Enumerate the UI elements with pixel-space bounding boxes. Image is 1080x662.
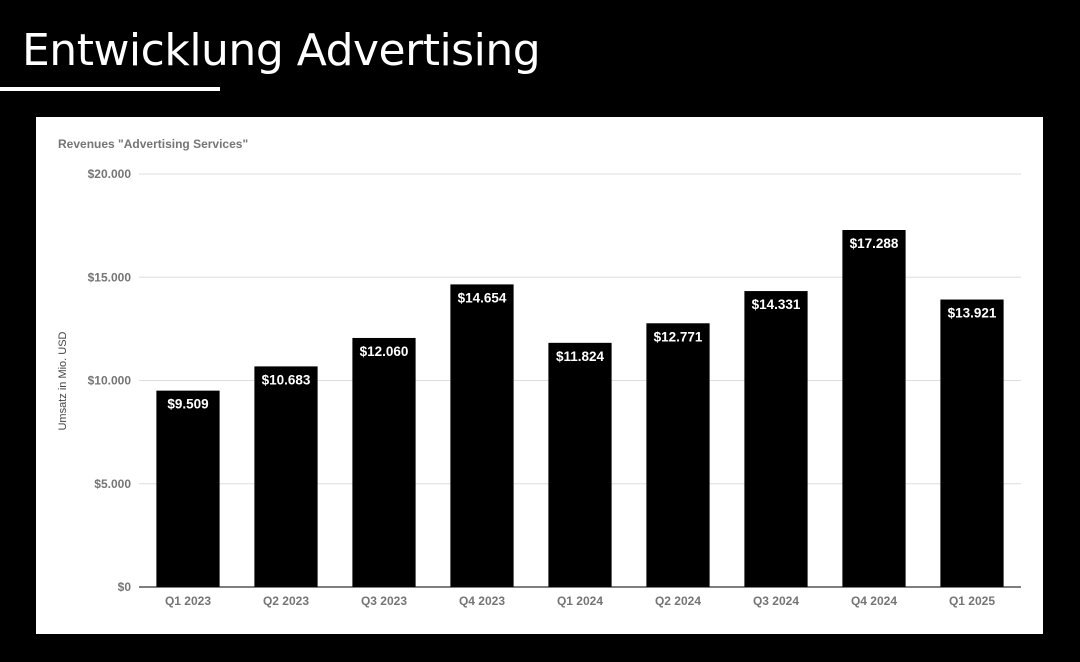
title-underline bbox=[0, 87, 220, 91]
bar-value-label: $13.921 bbox=[948, 306, 997, 321]
bar-chart: Revenues "Advertising Services" $0 $5.000… bbox=[57, 137, 1021, 608]
bar-value-label: $17.288 bbox=[850, 236, 899, 251]
bar-value-label: $12.060 bbox=[360, 344, 409, 359]
bar-value-label: $14.331 bbox=[752, 297, 801, 312]
y-tick-label: $5.000 bbox=[94, 477, 131, 491]
bar-q2-2024 bbox=[646, 323, 710, 587]
bar-value-label: $11.824 bbox=[556, 349, 605, 364]
bar-value-label: $9.509 bbox=[167, 397, 208, 412]
y-tick-label: $10.000 bbox=[88, 374, 132, 388]
bar-q1-2024 bbox=[548, 342, 612, 587]
bar-q3-2023 bbox=[352, 337, 416, 587]
x-tick-label: Q3 2024 bbox=[753, 594, 799, 608]
x-tick-label: Q3 2023 bbox=[361, 594, 407, 608]
bar-q1-2025 bbox=[940, 299, 1004, 587]
x-tick-label: Q1 2024 bbox=[557, 594, 603, 608]
chart-card: Revenues "Advertising Services" $0 $5.000… bbox=[36, 117, 1043, 634]
y-axis-ticks: $0 $5.000 $10.000 $15.000 $20.000 bbox=[88, 167, 132, 594]
slide-title: Entwicklung Advertising bbox=[22, 25, 541, 76]
x-tick-label: Q2 2023 bbox=[263, 594, 309, 608]
bars: $9.509 $10.683 $12.060 $14.654 $11.824 $12.77… bbox=[156, 230, 1004, 587]
chart-title: Revenues "Advertising Services" bbox=[58, 137, 248, 151]
x-tick-label: Q4 2024 bbox=[851, 594, 897, 608]
bar-q3-2024 bbox=[744, 291, 808, 587]
bar-q2-2023 bbox=[254, 366, 318, 587]
x-axis-ticks: Q1 2023 Q2 2023 Q3 2023 Q4 2023 Q1 2024 Q2 20… bbox=[165, 594, 995, 608]
bar-value-label: $12.771 bbox=[654, 329, 703, 344]
bar-value-label: $14.654 bbox=[458, 290, 507, 305]
x-tick-label: Q1 2025 bbox=[949, 594, 995, 608]
bar-q4-2023 bbox=[450, 284, 514, 587]
bar-value-label: $10.683 bbox=[262, 372, 311, 387]
y-axis-label: Umsatz in Mio. USD bbox=[57, 331, 69, 430]
x-tick-label: Q4 2023 bbox=[459, 594, 505, 608]
x-tick-label: Q1 2023 bbox=[165, 594, 211, 608]
bar-q1-2023 bbox=[156, 390, 220, 587]
bar-q4-2024 bbox=[842, 230, 906, 587]
y-tick-label: $15.000 bbox=[88, 270, 132, 284]
y-tick-label: $20.000 bbox=[88, 167, 132, 181]
y-tick-label: $0 bbox=[118, 580, 132, 594]
x-tick-label: Q2 2024 bbox=[655, 594, 701, 608]
